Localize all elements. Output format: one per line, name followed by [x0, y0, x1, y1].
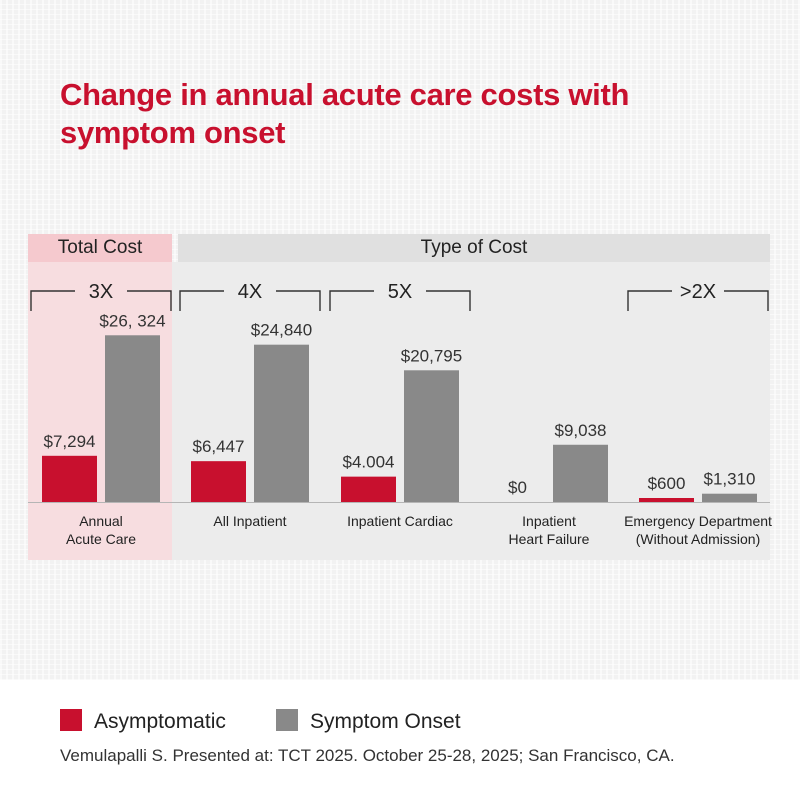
data-label-symptom-onset-1: $24,840	[251, 321, 312, 340]
bar-asymptomatic-2	[341, 476, 396, 502]
multiplier-bracket-right-2	[426, 290, 471, 311]
bar-asymptomatic-1	[191, 461, 246, 502]
multiplier-label-0: 3X	[89, 281, 113, 303]
data-label-asymptomatic-4: $600	[648, 474, 686, 493]
category-label-1: All Inpatient	[213, 513, 286, 529]
category-label-4-line0: Emergency Department	[624, 513, 772, 529]
multiplier-label-2: 5X	[388, 281, 412, 303]
legend-label-symptom-onset: Symptom Onset	[310, 710, 461, 733]
data-label-symptom-onset-4: $1,310	[704, 470, 756, 489]
category-label-0-line0: Annual	[79, 513, 123, 529]
bar-chart: $7,294 $26, 324 Annual Acute Care $6,447 $24,…	[28, 281, 772, 547]
bar-symptom-onset-3	[553, 444, 608, 502]
bar-symptom-onset-4	[702, 493, 757, 502]
data-label-asymptomatic-3: $0	[508, 478, 527, 497]
legend-swatch-asymptomatic	[60, 709, 82, 732]
multiplier-bracket-right-1	[276, 290, 321, 311]
legend-label-asymptomatic: Asymptomatic	[94, 710, 226, 733]
multiplier-bracket-left-2	[329, 290, 374, 311]
chart-title: Change in annual acute care costs with s…	[60, 77, 630, 150]
legend-item-asymptomatic: Asymptomatic	[60, 708, 226, 736]
category-label-0-line1: Acute Care	[66, 531, 136, 547]
multiplier-bracket-right-3	[724, 290, 769, 311]
legend-swatch-symptom-onset	[276, 709, 298, 732]
bar-symptom-onset-2	[404, 370, 459, 502]
legend-item-symptom-onset: Symptom Onset	[276, 708, 461, 736]
multiplier-bracket-left-0	[30, 290, 75, 311]
source-citation: Vemulapalli S. Presented at: TCT 2025. O…	[60, 746, 675, 765]
multiplier-label-1: 4X	[238, 281, 262, 303]
multiplier-label-3: >2X	[680, 281, 716, 303]
bar-symptom-onset-1	[254, 344, 309, 502]
data-label-symptom-onset-3: $9,038	[555, 421, 607, 440]
type-of-cost-header: Type of Cost	[178, 234, 770, 262]
multiplier-bracket-left-3	[627, 290, 672, 311]
multiplier-bracket-left-1	[179, 290, 224, 311]
bar-symptom-onset-0	[105, 335, 160, 502]
category-label-3-line0: Inpatient	[522, 513, 576, 529]
bar-asymptomatic-0	[42, 455, 97, 502]
category-label-3-line1: Heart Failure	[509, 531, 590, 547]
data-label-symptom-onset-0: $26, 324	[99, 311, 165, 330]
data-label-asymptomatic-1: $6,447	[193, 437, 245, 456]
data-label-asymptomatic-2: $4.004	[343, 453, 395, 472]
category-label-4-line1: (Without Admission)	[636, 531, 760, 547]
multiplier-bracket-right-0	[127, 290, 172, 311]
category-label-2: Inpatient Cardiac	[347, 513, 453, 529]
data-label-symptom-onset-2: $20,795	[401, 346, 462, 365]
bar-asymptomatic-4	[639, 498, 694, 502]
data-label-asymptomatic-0: $7,294	[44, 432, 96, 451]
total-cost-header: Total Cost	[28, 234, 172, 262]
